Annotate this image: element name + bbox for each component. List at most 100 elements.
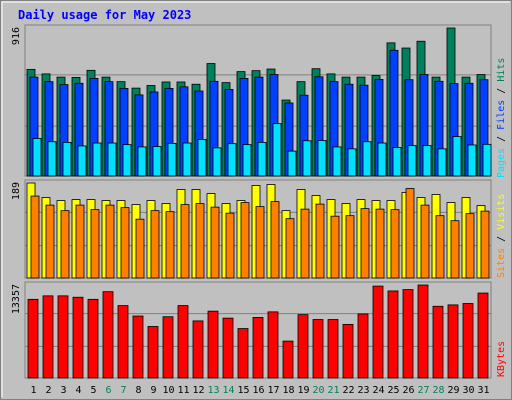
x-tick-label-day-16: 16 bbox=[252, 385, 264, 396]
x-tick-label-day-12: 12 bbox=[192, 385, 204, 396]
sites-bar-day-1 bbox=[30, 195, 40, 279]
pages-bar-day-16 bbox=[257, 141, 267, 177]
x-tick-label-day-21: 21 bbox=[327, 385, 339, 396]
x-tick-label-day-18: 18 bbox=[282, 385, 294, 396]
pages-bar-day-29 bbox=[452, 136, 462, 177]
pages-bar-day-10 bbox=[167, 142, 177, 177]
pages-bar-day-23 bbox=[362, 141, 372, 177]
x-tick-label-day-26: 26 bbox=[402, 385, 414, 396]
x-axis-day-labels: 1 2 3 4 5 6 7 8 9 10 11 12 13 14 15 16 17 18 19 20 21 22 23 24 2… bbox=[30, 385, 489, 396]
pages-bar-day-6 bbox=[107, 142, 117, 177]
x-tick-label-day-1: 1 bbox=[30, 385, 36, 396]
sites-bar-day-27 bbox=[420, 204, 430, 279]
sites-bar-day-5 bbox=[90, 209, 100, 279]
kbytes-bar-day-31 bbox=[477, 292, 489, 379]
sites-bar-day-12 bbox=[195, 203, 205, 279]
x-tick-label-day-10: 10 bbox=[162, 385, 174, 396]
x-tick-label-day-8: 8 bbox=[135, 385, 141, 396]
kbytes-bar-day-5 bbox=[87, 298, 99, 379]
x-tick-label-day-11: 11 bbox=[177, 385, 189, 396]
sites-bar-day-21 bbox=[330, 215, 340, 279]
legend-kbytes: KBytes bbox=[496, 341, 507, 377]
sites-bar-day-26 bbox=[405, 188, 415, 279]
pages-bar-day-11 bbox=[182, 142, 192, 177]
kbytes-bar-day-2 bbox=[42, 295, 54, 379]
x-tick-label-day-9: 9 bbox=[150, 385, 156, 396]
sites-bar-day-20 bbox=[315, 203, 325, 279]
sites-bar-day-30 bbox=[465, 213, 475, 279]
kbytes-bar-day-1 bbox=[27, 298, 39, 379]
sites-bar-day-13 bbox=[210, 206, 220, 279]
pages-bar-day-27 bbox=[422, 145, 432, 177]
kbytes-bar-day-11 bbox=[177, 305, 189, 379]
kbytes-bar-day-3 bbox=[57, 295, 69, 379]
sites-bar-day-31 bbox=[480, 210, 490, 279]
pages-bar-day-4 bbox=[77, 145, 87, 177]
x-tick-label-day-17: 17 bbox=[267, 385, 279, 396]
pages-bar-day-13 bbox=[212, 147, 222, 177]
kbytes-bar-day-29 bbox=[447, 304, 459, 379]
kbytes-bar-day-10 bbox=[162, 316, 174, 379]
hits-ymax-label: 916 bbox=[11, 27, 22, 45]
sites-bar-day-11 bbox=[180, 204, 190, 279]
pages-bar-day-31 bbox=[482, 143, 492, 177]
pages-bar-day-20 bbox=[317, 140, 327, 177]
sites-bar-day-6 bbox=[105, 204, 115, 279]
pages-bar-day-5 bbox=[92, 142, 102, 177]
kbytes-bar-day-25 bbox=[387, 290, 399, 379]
pages-bar-day-3 bbox=[62, 141, 72, 177]
kbytes-bar-day-27 bbox=[417, 284, 429, 379]
pages-bar-day-15 bbox=[242, 144, 252, 177]
sites-bar-day-18 bbox=[285, 218, 295, 279]
sites-bar-day-17 bbox=[270, 201, 280, 279]
x-tick-label-day-5: 5 bbox=[90, 385, 96, 396]
kbytes-bar-day-20 bbox=[312, 319, 324, 379]
kbytes-bar-day-12 bbox=[192, 320, 204, 379]
x-tick-label-day-31: 31 bbox=[477, 385, 489, 396]
kbytes-bar-day-8 bbox=[132, 315, 144, 379]
pages-bar-day-17 bbox=[272, 123, 282, 177]
sites-bar-day-3 bbox=[60, 210, 70, 279]
sites-bar-day-22 bbox=[345, 215, 355, 279]
pages-bar-day-8 bbox=[137, 146, 147, 177]
legend-visits: Visits bbox=[496, 194, 507, 230]
sites-bar-day-15 bbox=[240, 202, 250, 279]
kbytes-bar-day-17 bbox=[267, 311, 279, 379]
legend-sep-2: / bbox=[496, 82, 507, 100]
kbytes-bar-day-23 bbox=[357, 313, 369, 379]
x-tick-label-day-28: 28 bbox=[432, 385, 444, 396]
x-tick-label-day-6: 6 bbox=[105, 385, 111, 396]
sites-bar-day-24 bbox=[375, 208, 385, 279]
kbytes-bar-day-26 bbox=[402, 289, 414, 379]
chart-bars bbox=[25, 27, 492, 379]
pages-bar-day-28 bbox=[437, 148, 447, 177]
x-tick-label-day-7: 7 bbox=[120, 385, 126, 396]
pages-bar-day-30 bbox=[467, 144, 477, 177]
x-tick-label-day-4: 4 bbox=[75, 385, 81, 396]
pages-bar-day-12 bbox=[197, 139, 207, 177]
kbytes-bar-day-4 bbox=[72, 296, 84, 379]
kbytes-bar-day-9 bbox=[147, 326, 159, 379]
x-tick-label-day-13: 13 bbox=[207, 385, 219, 396]
sites-bar-day-29 bbox=[450, 220, 460, 279]
sites-bar-day-9 bbox=[150, 210, 160, 279]
kbytes-bar-day-19 bbox=[297, 314, 309, 379]
kbytes-bar-day-14 bbox=[222, 317, 234, 379]
pages-bar-day-22 bbox=[347, 148, 357, 177]
kbytes-legend: KBytes bbox=[496, 341, 507, 377]
sites-bar-day-14 bbox=[225, 212, 235, 279]
kbytes-bar-day-6 bbox=[102, 291, 114, 379]
x-tick-label-day-25: 25 bbox=[387, 385, 399, 396]
kbytes-bar-day-15 bbox=[237, 328, 249, 379]
visits-ymax-label: 189 bbox=[11, 182, 22, 200]
kbytes-bar-day-7 bbox=[117, 305, 129, 379]
kbytes-bar-day-30 bbox=[462, 303, 474, 379]
sites-bar-day-8 bbox=[135, 218, 145, 279]
kbytes-bar-day-13 bbox=[207, 310, 219, 379]
pages-bar-day-9 bbox=[152, 146, 162, 177]
x-tick-label-day-27: 27 bbox=[417, 385, 429, 396]
sites-bar-day-25 bbox=[390, 209, 400, 279]
x-tick-label-day-2: 2 bbox=[45, 385, 51, 396]
x-tick-label-day-23: 23 bbox=[357, 385, 369, 396]
